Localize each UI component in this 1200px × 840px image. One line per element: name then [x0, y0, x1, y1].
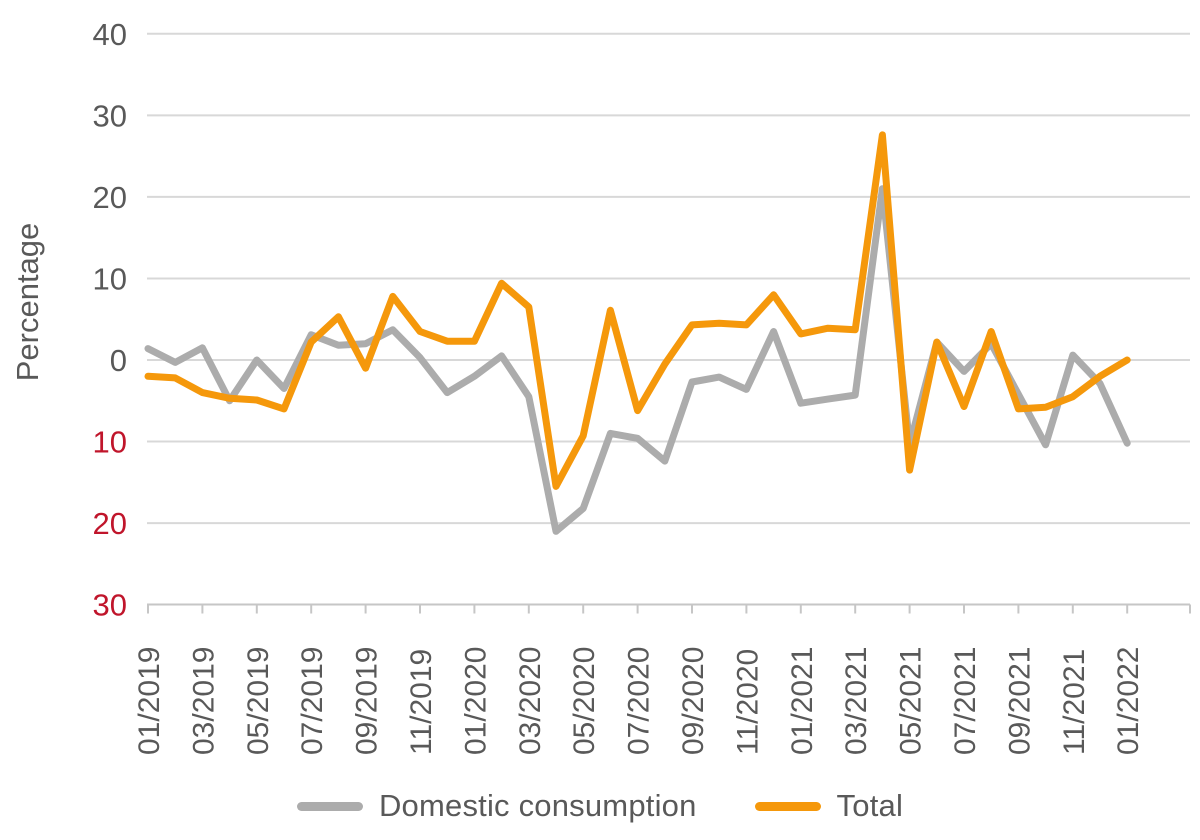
- y-tick-label: 10: [93, 425, 127, 460]
- x-tick-label: 05/2019: [242, 647, 275, 755]
- x-tick-label: 11/2019: [405, 649, 438, 755]
- y-tick-label: 30: [93, 98, 127, 133]
- y-tick-label: 40: [93, 17, 127, 52]
- y-tick-label: 20: [93, 506, 127, 541]
- chart-legend: Domestic consumption Total: [0, 788, 1200, 824]
- x-tick-label: 07/2019: [296, 647, 329, 755]
- line-chart-svg: 40 30 20 10 0 10 20 30 Percentage 01/2019 03/2019 0…: [10, 17, 1191, 755]
- x-tick-label: 07/2021: [949, 647, 982, 755]
- x-tick-label: 11/2020: [731, 649, 764, 755]
- legend-label-total: Total: [836, 788, 904, 823]
- y-tick-label: 0: [110, 343, 127, 378]
- x-tick-label: 03/2019: [187, 647, 220, 755]
- series-line-domestic-consumption: [144, 185, 1131, 535]
- legend-item-total: Total: [754, 788, 904, 824]
- legend-swatch-total: [754, 801, 821, 811]
- x-tick-label: 01/2021: [786, 647, 819, 755]
- x-tick-label: 01/2019: [133, 647, 166, 755]
- x-tick-label: 03/2020: [514, 647, 547, 755]
- series-line-total: [144, 131, 1131, 490]
- y-tick-label: 30: [93, 588, 127, 623]
- x-tick-label: 05/2021: [895, 647, 928, 755]
- y-tick-label: 10: [93, 261, 127, 296]
- x-tick-label: 09/2020: [677, 647, 710, 755]
- x-tick-label: 11/2021: [1058, 649, 1091, 755]
- legend-label-domestic-consumption: Domestic consumption: [378, 788, 697, 823]
- x-tick-label: 05/2020: [568, 647, 601, 755]
- legend-swatch-domestic-consumption: [296, 801, 363, 811]
- x-tick-label: 09/2019: [351, 647, 384, 755]
- x-tick-label: 09/2021: [1003, 647, 1036, 755]
- legend-item-domestic-consumption: Domestic consumption: [296, 788, 697, 824]
- x-tick-label: 07/2020: [623, 647, 656, 755]
- x-tick-label: 01/2020: [459, 647, 492, 755]
- y-tick-label: 20: [93, 180, 127, 215]
- x-tick-label: 01/2022: [1112, 647, 1145, 755]
- y-axis-title: Percentage: [10, 223, 45, 382]
- x-tick-label: 03/2021: [840, 647, 873, 755]
